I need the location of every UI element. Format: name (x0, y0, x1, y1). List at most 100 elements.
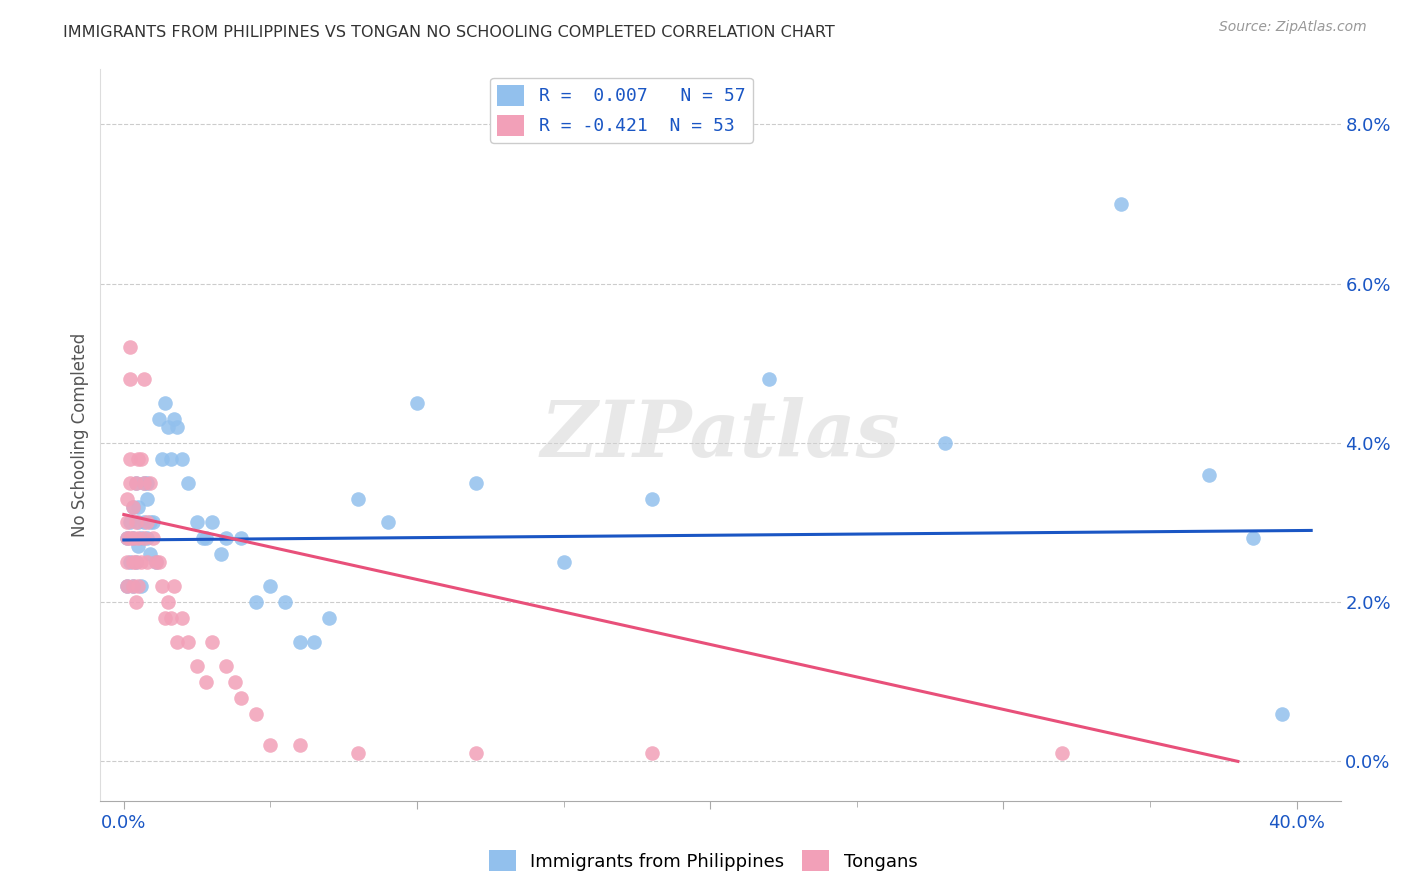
Point (347, 747, 370, 761)
Point (127, 516, 149, 530)
Point (201, 635, 224, 649)
Point (121, 500, 143, 514)
Point (166, 420, 188, 434)
Point (245, 706, 267, 721)
Point (640, 491, 662, 506)
Point (153, 396, 176, 410)
Point (121, 532, 143, 546)
Point (127, 579, 149, 593)
Point (142, 532, 165, 546)
Point (150, 451, 173, 466)
Point (121, 579, 143, 593)
Point (186, 658, 208, 673)
Point (159, 451, 181, 466)
Point (377, 516, 399, 530)
Point (136, 532, 159, 546)
Point (215, 658, 238, 673)
Point (229, 532, 252, 546)
Text: IMMIGRANTS FROM PHILIPPINES VS TONGAN NO SCHOOLING COMPLETED CORRELATION CHART: IMMIGRANTS FROM PHILIPPINES VS TONGAN NO… (63, 25, 835, 40)
Point (172, 611, 194, 625)
Point (191, 532, 214, 546)
Point (194, 532, 217, 546)
Point (136, 555, 159, 569)
Point (118, 372, 141, 386)
Point (159, 611, 181, 625)
Point (1109, 197, 1132, 211)
Point (163, 579, 186, 593)
Point (134, 372, 156, 386)
Point (1050, 747, 1073, 761)
Point (127, 532, 149, 546)
Point (201, 516, 224, 530)
Point (139, 547, 162, 561)
Point (115, 555, 138, 569)
Legend: Immigrants from Philippines, Tongans: Immigrants from Philippines, Tongans (481, 843, 925, 879)
Point (145, 555, 167, 569)
Point (124, 555, 146, 569)
Point (115, 532, 138, 546)
Point (464, 475, 486, 490)
Point (121, 579, 143, 593)
Text: ZIPatlas: ZIPatlas (541, 397, 900, 473)
Point (172, 451, 194, 466)
Point (166, 635, 188, 649)
Point (245, 595, 267, 609)
Point (406, 396, 429, 410)
Point (124, 475, 146, 490)
Point (259, 739, 281, 753)
Point (121, 532, 143, 546)
Point (131, 555, 153, 569)
Legend: R =  0.007   N = 57, R = -0.421  N = 53: R = 0.007 N = 57, R = -0.421 N = 53 (489, 78, 752, 143)
Point (153, 611, 176, 625)
Point (209, 547, 232, 561)
Point (347, 491, 370, 506)
Point (318, 611, 340, 625)
Point (464, 747, 486, 761)
Point (118, 340, 141, 354)
Point (139, 475, 162, 490)
Point (139, 516, 162, 530)
Text: Source: ZipAtlas.com: Source: ZipAtlas.com (1219, 20, 1367, 34)
Point (224, 674, 246, 689)
Point (288, 739, 311, 753)
Point (118, 451, 141, 466)
Point (553, 555, 575, 569)
Point (288, 635, 311, 649)
Point (156, 595, 179, 609)
Point (177, 635, 200, 649)
Point (118, 555, 141, 569)
Point (304, 635, 326, 649)
Point (118, 516, 141, 530)
Point (124, 516, 146, 530)
Point (148, 412, 170, 426)
Point (121, 555, 143, 569)
Point (177, 475, 200, 490)
Point (124, 595, 146, 609)
Point (134, 475, 156, 490)
Point (934, 435, 956, 450)
Point (134, 516, 156, 530)
Point (136, 475, 159, 490)
Point (127, 451, 149, 466)
Point (134, 532, 156, 546)
Point (124, 555, 146, 569)
Point (136, 516, 159, 530)
Point (136, 491, 159, 506)
Point (142, 516, 165, 530)
Point (115, 532, 138, 546)
Point (121, 500, 143, 514)
Point (186, 516, 208, 530)
Point (1241, 532, 1264, 546)
Point (118, 475, 141, 490)
Point (127, 500, 149, 514)
Point (134, 475, 156, 490)
Point (229, 690, 252, 705)
Point (148, 555, 170, 569)
Point (131, 532, 153, 546)
Point (145, 555, 167, 569)
Point (131, 579, 153, 593)
Point (115, 516, 138, 530)
Point (274, 595, 297, 609)
Point (118, 532, 141, 546)
Point (1271, 706, 1294, 721)
